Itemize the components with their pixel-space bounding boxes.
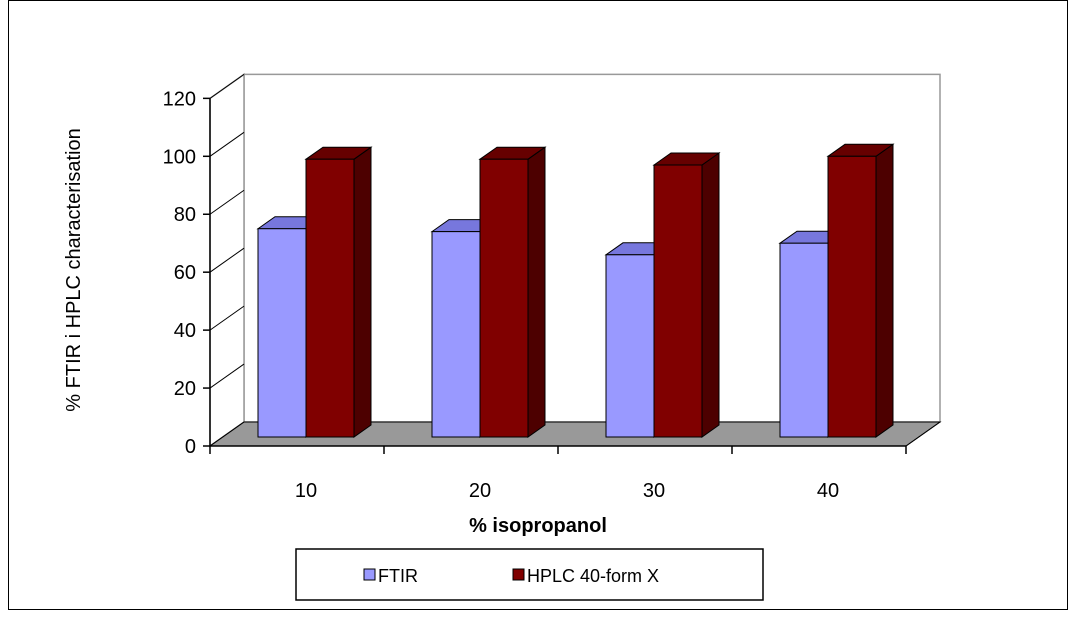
bar-hplc-40-form-x-30 <box>654 165 702 437</box>
x-tick-label-30: 30 <box>643 480 665 502</box>
bar-hplc-40-form-x-10 <box>306 159 354 437</box>
y-axis-title: % FTIR i HPLC characterisation <box>63 128 85 411</box>
legend-swatch-ftir <box>364 569 375 580</box>
bar-side-hplc-40-form-x-10 <box>354 147 371 437</box>
y-tick-label-40: 40 <box>174 320 196 342</box>
legend-label-ftir: FTIR <box>378 566 418 586</box>
bar-side-hplc-40-form-x-20 <box>528 147 545 437</box>
y-tick-label-20: 20 <box>174 378 196 400</box>
y-tick-label-120: 120 <box>163 88 196 110</box>
legend-label-hplc: HPLC 40-form X <box>527 566 659 586</box>
bar-ftir-40 <box>780 243 828 437</box>
bar-hplc-40-form-x-20 <box>480 159 528 437</box>
bar-ftir-20 <box>432 232 480 437</box>
x-tick-label-10: 10 <box>295 480 317 502</box>
x-tick-label-20: 20 <box>469 480 491 502</box>
bar-ftir-30 <box>606 255 654 437</box>
x-axis-title: % isopropanol <box>469 515 607 537</box>
legend: FTIR HPLC 40-form X <box>296 549 763 600</box>
y-tick-label-100: 100 <box>163 146 196 168</box>
y-tick-label-0: 0 <box>185 436 196 458</box>
legend-swatch-hplc <box>513 569 524 580</box>
x-tick-label-40: 40 <box>817 480 839 502</box>
bar-side-hplc-40-form-x-30 <box>702 153 719 437</box>
bar-side-hplc-40-form-x-40 <box>876 144 893 437</box>
bar-ftir-10 <box>258 229 306 437</box>
y-tick-label-60: 60 <box>174 262 196 284</box>
bar-hplc-40-form-x-40 <box>828 156 876 437</box>
y-tick-label-80: 80 <box>174 204 196 226</box>
